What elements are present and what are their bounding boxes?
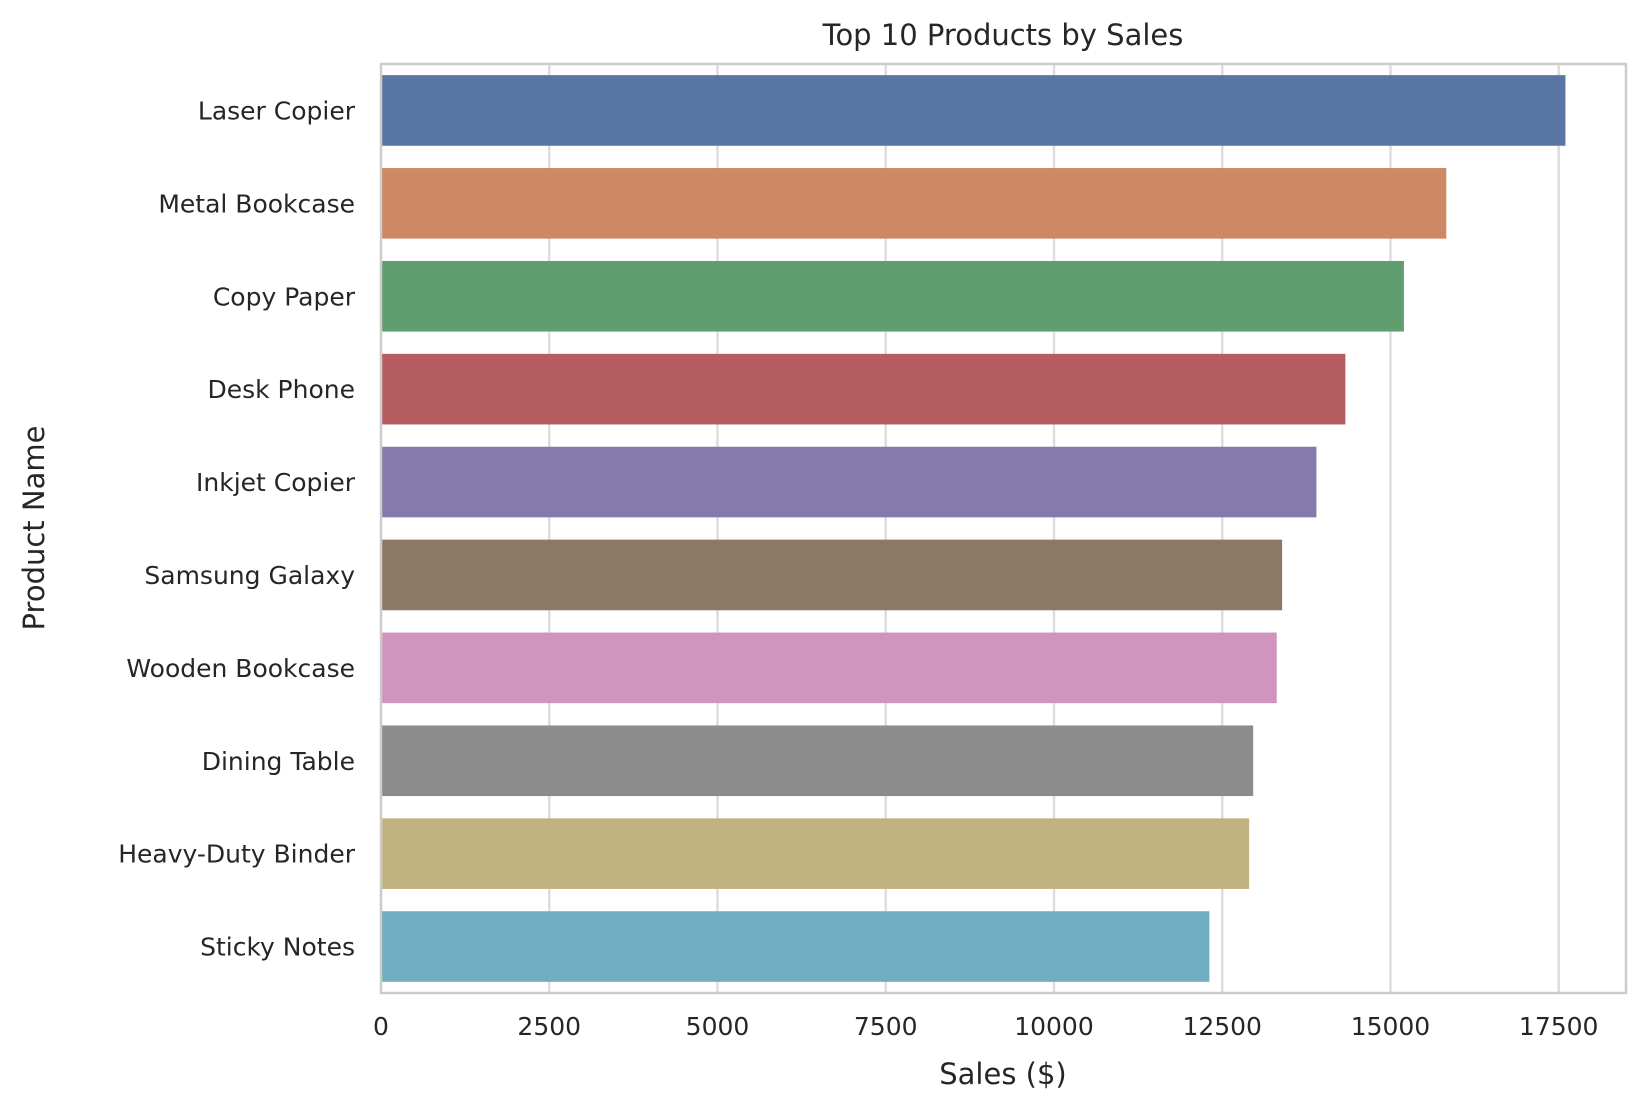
x-tick-label: 2500 xyxy=(517,1012,581,1041)
x-tick-label: 7500 xyxy=(854,1012,918,1041)
y-tick-label: Laser Copier xyxy=(198,96,356,125)
bar xyxy=(381,446,1317,518)
bar xyxy=(381,911,1210,982)
x-axis-label: Sales ($) xyxy=(939,1057,1066,1091)
x-tick-label: 17500 xyxy=(1519,1012,1599,1041)
y-tick-label: Copy Paper xyxy=(213,282,356,311)
bar xyxy=(381,725,1254,797)
bar xyxy=(381,260,1404,332)
y-tick-label: Dining Table xyxy=(202,747,355,776)
plot-frame xyxy=(379,62,1628,995)
y-tick-label: Heavy-Duty Binder xyxy=(118,840,356,869)
y-axis-label: Product Name xyxy=(17,426,51,631)
x-tick-label: 10000 xyxy=(1014,1012,1094,1041)
bar xyxy=(381,75,1566,146)
y-tick-label: Sticky Notes xyxy=(200,933,355,962)
x-tick-label: 0 xyxy=(373,1012,389,1041)
bar xyxy=(381,818,1250,889)
y-tick-label: Wooden Bookcase xyxy=(126,654,355,683)
chart-title: Top 10 Products by Sales xyxy=(822,18,1184,52)
bar xyxy=(381,539,1283,611)
x-tick-label: 12500 xyxy=(1182,1012,1262,1041)
bar xyxy=(381,632,1277,704)
y-tick-label: Samsung Galaxy xyxy=(144,561,355,590)
y-tick-label: Desk Phone xyxy=(207,375,355,404)
x-tick-labels: 0 2500 5000 7500 10000 12500 15000 17500 xyxy=(373,1012,1598,1041)
y-tick-label: Inkjet Copier xyxy=(196,468,356,497)
y-tick-labels: Laser Copier Metal Bookcase Copy Paper Desk… xyxy=(118,96,356,961)
bars xyxy=(381,75,1566,982)
y-tick-label: Metal Bookcase xyxy=(158,189,355,218)
x-tick-label: 5000 xyxy=(686,1012,750,1041)
bar xyxy=(381,168,1447,239)
x-tick-label: 15000 xyxy=(1351,1012,1431,1041)
bar xyxy=(381,353,1346,425)
